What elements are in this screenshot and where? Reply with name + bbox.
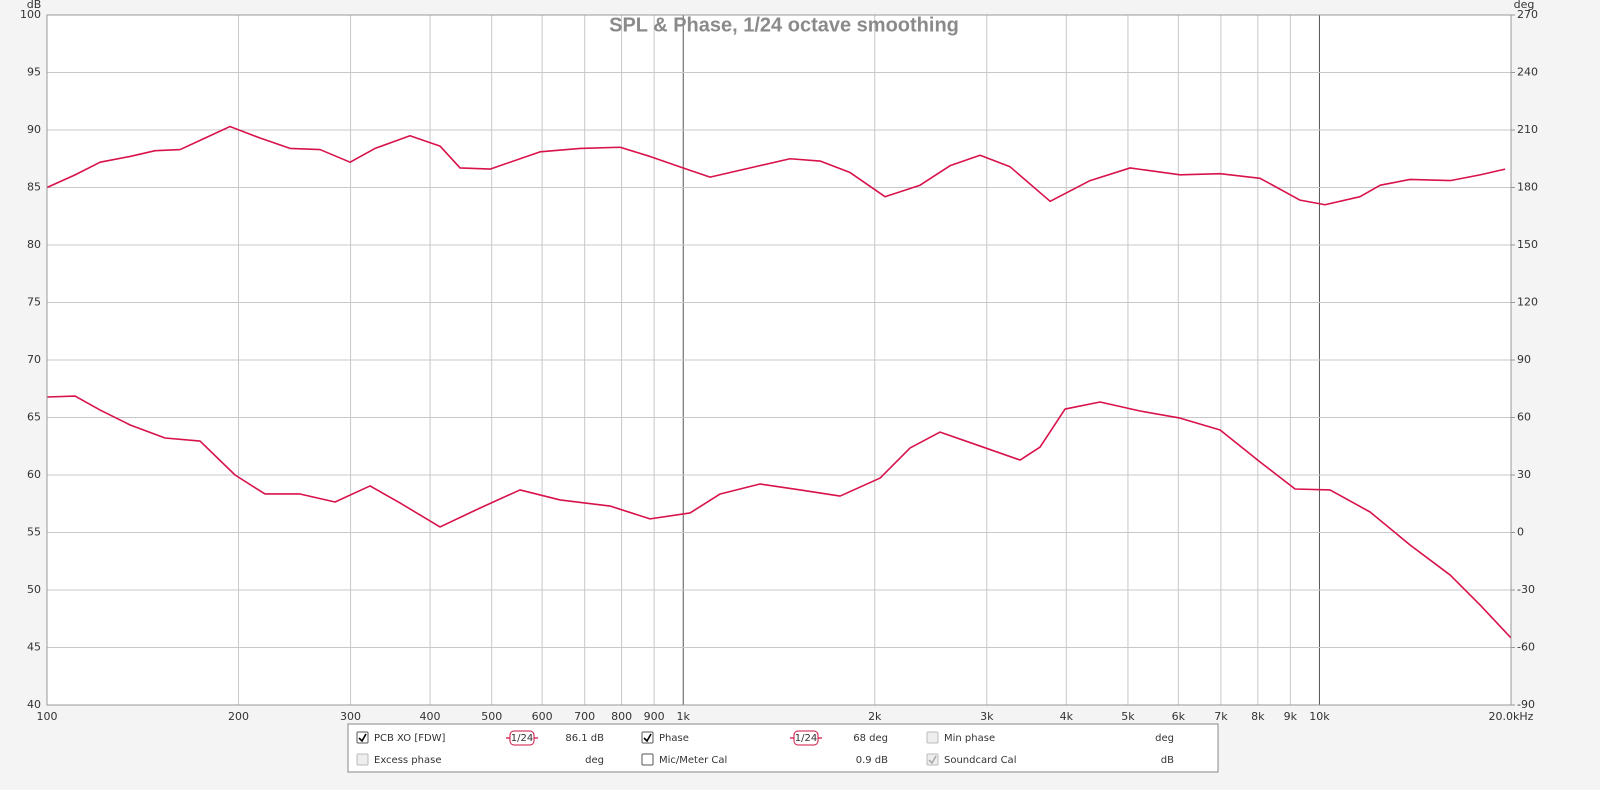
y-tick-label: 90 (27, 123, 41, 136)
plot-border (46, 14, 1512, 706)
y-tick-label: 100 (20, 8, 41, 21)
y-tick-label: 70 (27, 353, 41, 366)
checkbox (356, 753, 369, 766)
control-label: Soundcard Cal (944, 755, 1016, 766)
legend-panel (347, 723, 1219, 773)
y2-tick-label: 270 (1517, 8, 1538, 21)
y-tick-label: 45 (27, 641, 41, 654)
series-line (46, 125, 1506, 206)
y-tick-label: 80 (27, 238, 41, 251)
y2-axis-label: deg (1514, 0, 1535, 11)
plot (46, 125, 1512, 639)
control-label: Mic/Meter Cal (659, 755, 727, 766)
readout: deg (585, 755, 604, 766)
checkbox (926, 731, 939, 744)
y2-tick-label: 120 (1517, 296, 1538, 309)
chart-title: SPL & Phase, 1/24 octave smoothing (609, 14, 959, 36)
x-tick-label: 20.0kHz (1489, 710, 1534, 723)
y-tick-label: 50 (27, 583, 41, 596)
y-axis-label: dB (27, 0, 42, 11)
y-tick-label: 75 (27, 296, 41, 309)
y-tick-label: 65 (27, 411, 41, 424)
x-tick-label: 100 (37, 710, 58, 723)
y-tick-label: 40 (27, 698, 41, 711)
y-tick-label: 85 (27, 181, 41, 194)
x-tick-label: 400 (420, 710, 441, 723)
checkmark (928, 755, 937, 765)
legend-controls: PCB XO [FDW] 1/24 86.1 dB Phase 1/24 68 deg Mi… (356, 730, 1174, 766)
x-tick-label: 600 (532, 710, 553, 723)
x-tick-label: 4k (1060, 710, 1074, 723)
smoothing-label: 1/24 (795, 733, 817, 744)
control-label: Min phase (944, 733, 995, 744)
control-label: Excess phase (374, 755, 442, 766)
x-tick-label: 300 (340, 710, 361, 723)
x-tick-label: 800 (611, 710, 632, 723)
y2-tick-label: -90 (1517, 698, 1535, 711)
x-tick-label: 3k (980, 710, 994, 723)
smoothing-button[interactable] (509, 730, 535, 746)
readout: 86.1 dB (565, 733, 604, 744)
x-tick-label: 5k (1121, 710, 1135, 723)
checkmark (358, 733, 367, 743)
checkbox[interactable] (641, 753, 654, 766)
readout: 0.9 dB (856, 755, 888, 766)
checkmark (643, 733, 652, 743)
x-tick-label: 7k (1214, 710, 1228, 723)
y2-tick-label: 60 (1517, 411, 1531, 424)
y2-tick-label: 240 (1517, 66, 1538, 79)
x-tick-label: 10k (1309, 710, 1330, 723)
x-tick-label: 900 (644, 710, 665, 723)
readout: deg (1155, 733, 1174, 744)
y-tick-label: 60 (27, 468, 41, 481)
x-tick-label: 2k (868, 710, 882, 723)
y2-tick-label: 180 (1517, 181, 1538, 194)
y2-tick-label: 150 (1517, 238, 1538, 251)
x-tick-label: 1k (677, 710, 691, 723)
x-tick-label: 200 (228, 710, 249, 723)
readout: 68 deg (853, 733, 888, 744)
y2-tick-label: 90 (1517, 353, 1531, 366)
y2-tick-label: 210 (1517, 123, 1538, 136)
y2-tick-label: 0 (1517, 526, 1524, 539)
y2-tick-label: -30 (1517, 583, 1535, 596)
y2-tick-label: -60 (1517, 641, 1535, 654)
x-tick-label: 9k (1284, 710, 1298, 723)
x-tick-label: 6k (1172, 710, 1186, 723)
control-label: PCB XO [FDW] (374, 733, 446, 744)
x-tick-label: 8k (1251, 710, 1265, 723)
y-tick-label: 95 (27, 66, 41, 79)
smoothing-button[interactable] (793, 730, 819, 746)
series-line (46, 395, 1512, 639)
readout: dB (1161, 755, 1174, 766)
smoothing-label: 1/24 (511, 733, 533, 744)
x-tick-label: 700 (574, 710, 595, 723)
x-tick-label: 500 (481, 710, 502, 723)
y-tick-label: 55 (27, 526, 41, 539)
control-label: Phase (659, 733, 689, 744)
y2-tick-label: 30 (1517, 468, 1531, 481)
